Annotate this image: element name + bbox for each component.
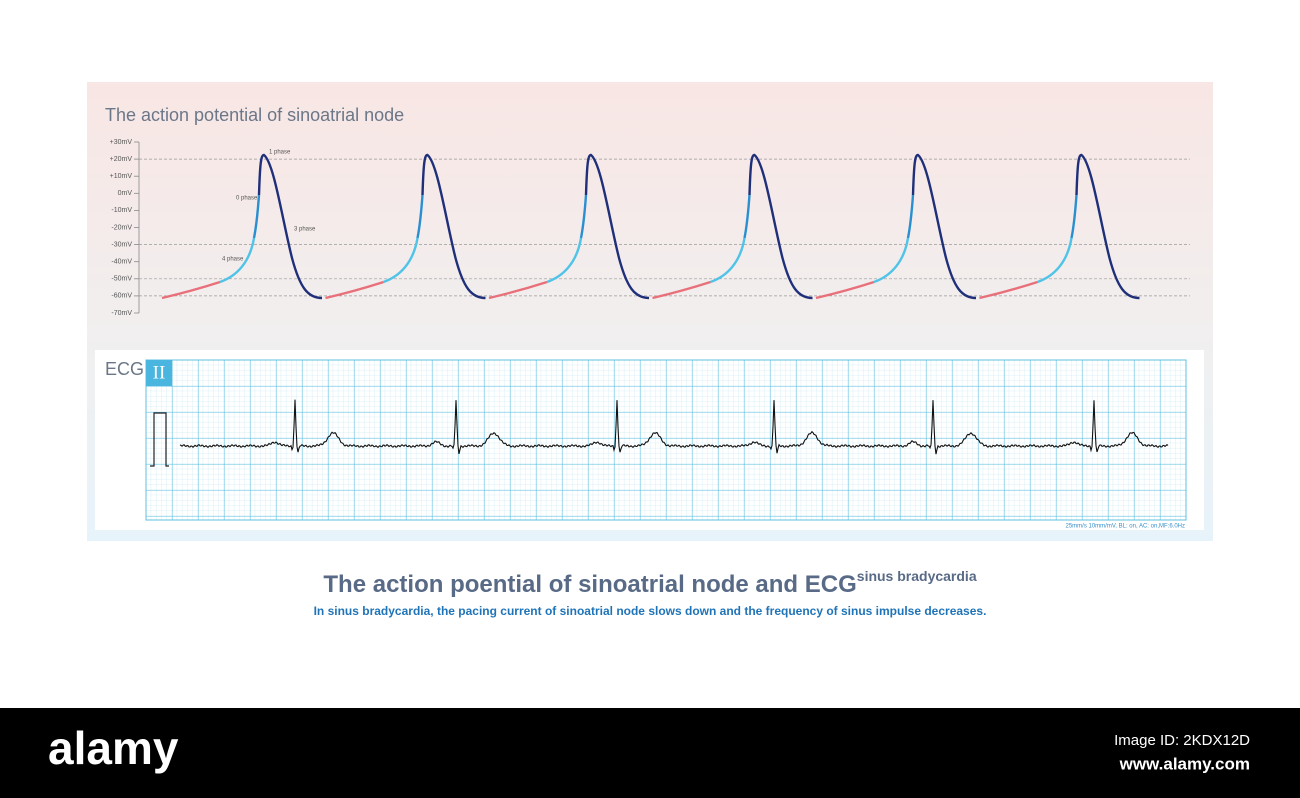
phase4-slow bbox=[815, 280, 875, 300]
y-label: +20mV bbox=[110, 156, 133, 163]
phase3 bbox=[584, 153, 650, 300]
ecg-grid bbox=[145, 359, 1187, 521]
y-label: -20mV bbox=[111, 224, 132, 231]
phase4-slow bbox=[161, 280, 221, 300]
phase-label: 3 phase bbox=[294, 227, 316, 233]
footer bbox=[0, 708, 1300, 798]
phase0 bbox=[906, 194, 915, 239]
y-label: -30mV bbox=[111, 241, 132, 248]
caption-main: The action poential of sinoatrial node a… bbox=[323, 571, 856, 598]
y-label: +10mV bbox=[110, 173, 133, 180]
y-label: -70mV bbox=[111, 310, 132, 317]
footer-url: www.alamy.com bbox=[1119, 754, 1250, 773]
ecg-label: ECG bbox=[105, 359, 144, 379]
phase0 bbox=[743, 194, 751, 239]
phase4-late bbox=[546, 237, 583, 284]
lead-box bbox=[146, 360, 172, 386]
phase4-late bbox=[383, 237, 419, 284]
phase0 bbox=[1070, 194, 1078, 239]
y-label: -60mV bbox=[111, 293, 132, 300]
y-label: 0mV bbox=[118, 190, 133, 197]
footer-brand: alamy bbox=[48, 722, 179, 774]
phase4-late bbox=[710, 237, 746, 284]
phase4-late bbox=[219, 237, 256, 284]
phase4-late bbox=[1037, 237, 1073, 284]
phase4-late bbox=[873, 237, 910, 284]
phase-label: 0 phase bbox=[236, 196, 258, 202]
panel-title: The action potential of sinoatrial node bbox=[105, 105, 404, 125]
phase-label: 4 phase bbox=[222, 257, 244, 263]
calibration-pulse bbox=[150, 412, 169, 467]
phase3 bbox=[421, 153, 486, 300]
phase4-slow bbox=[325, 280, 384, 300]
phase3 bbox=[911, 153, 977, 300]
lead-label: II bbox=[153, 362, 166, 383]
y-label: -40mV bbox=[111, 259, 132, 266]
phase4-slow bbox=[979, 280, 1038, 300]
y-label: -50mV bbox=[111, 276, 132, 283]
caption-subtitle: In sinus bradycardia, the pacing current… bbox=[314, 604, 987, 618]
ecg-trace bbox=[179, 399, 1169, 455]
ecg-settings: 25mm/s 10mm/mV, BL: on, AC: on,MF:6.0Hz bbox=[1066, 524, 1186, 530]
phase3 bbox=[748, 153, 813, 300]
caption-title: The action poential of sinoatrial node a… bbox=[323, 568, 976, 599]
phase3 bbox=[257, 153, 323, 300]
phase4-slow bbox=[652, 280, 711, 300]
y-label: +30mV bbox=[110, 139, 133, 146]
phase-label: 1 phase bbox=[269, 150, 291, 156]
caption-superscript: sinus bradycardia bbox=[857, 568, 977, 584]
phase4-slow bbox=[488, 280, 548, 300]
phase3 bbox=[1075, 153, 1140, 300]
phase0 bbox=[252, 194, 261, 239]
phase0 bbox=[416, 194, 424, 239]
phase0 bbox=[579, 194, 588, 239]
footer-image-id: Image ID: 2KDX12D bbox=[1114, 732, 1250, 749]
y-label: -10mV bbox=[111, 207, 132, 214]
